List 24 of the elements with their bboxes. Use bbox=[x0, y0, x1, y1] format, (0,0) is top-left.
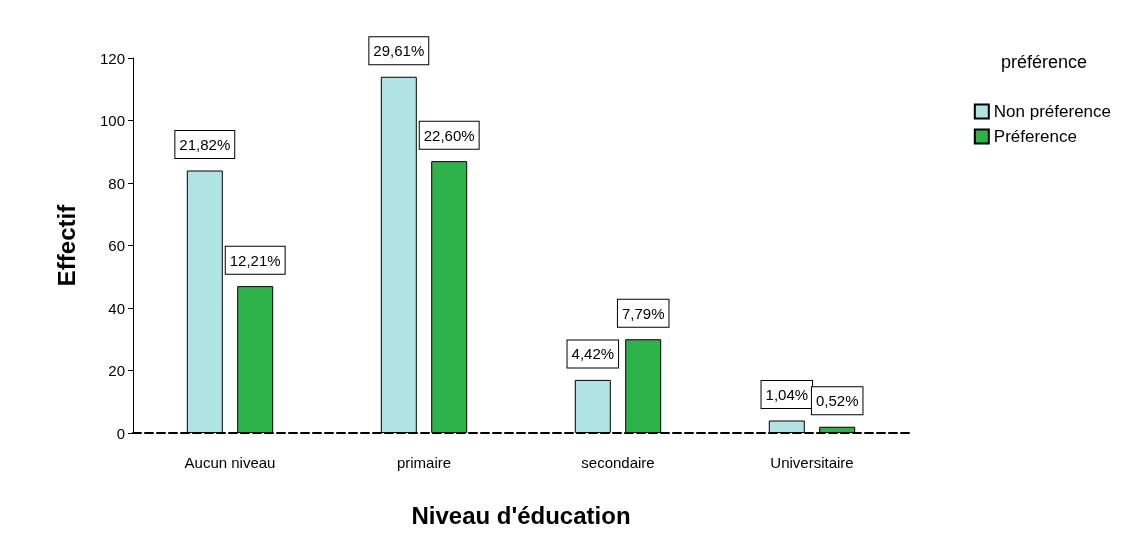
y-tick-label: 120 bbox=[99, 49, 125, 67]
y-tick-label: 60 bbox=[108, 237, 125, 254]
x-axis-title: Niveau d'éducation bbox=[411, 501, 631, 529]
y-axis-title: Effectif bbox=[52, 203, 80, 287]
legend-title: préférence bbox=[1000, 52, 1088, 72]
y-tick-label: 80 bbox=[108, 174, 125, 192]
legend-label: Préference bbox=[993, 127, 1077, 146]
y-tick-label: 0 bbox=[116, 424, 125, 442]
x-tick-label: Universitaire bbox=[770, 454, 854, 471]
y-tick-label: 100 bbox=[99, 112, 125, 129]
y-tick-label: 20 bbox=[108, 362, 125, 379]
x-tick-label: Aucun niveau bbox=[184, 454, 276, 471]
x-tick-label: secondaire bbox=[581, 454, 655, 471]
legend-label: Non préference bbox=[993, 102, 1112, 121]
annotation: 7,79% bbox=[621, 304, 665, 322]
annotation: 29,61% bbox=[373, 42, 425, 60]
annotation: 0,52% bbox=[815, 392, 859, 410]
annotation: 12,21% bbox=[229, 251, 281, 269]
annotation: 4,42% bbox=[571, 345, 615, 363]
annotation: 1,04% bbox=[765, 386, 809, 403]
annotation: 21,82% bbox=[179, 136, 231, 153]
x-tick-label: primaire bbox=[396, 454, 452, 471]
annotation: 22,60% bbox=[423, 126, 475, 144]
y-tick-label: 40 bbox=[108, 299, 125, 317]
